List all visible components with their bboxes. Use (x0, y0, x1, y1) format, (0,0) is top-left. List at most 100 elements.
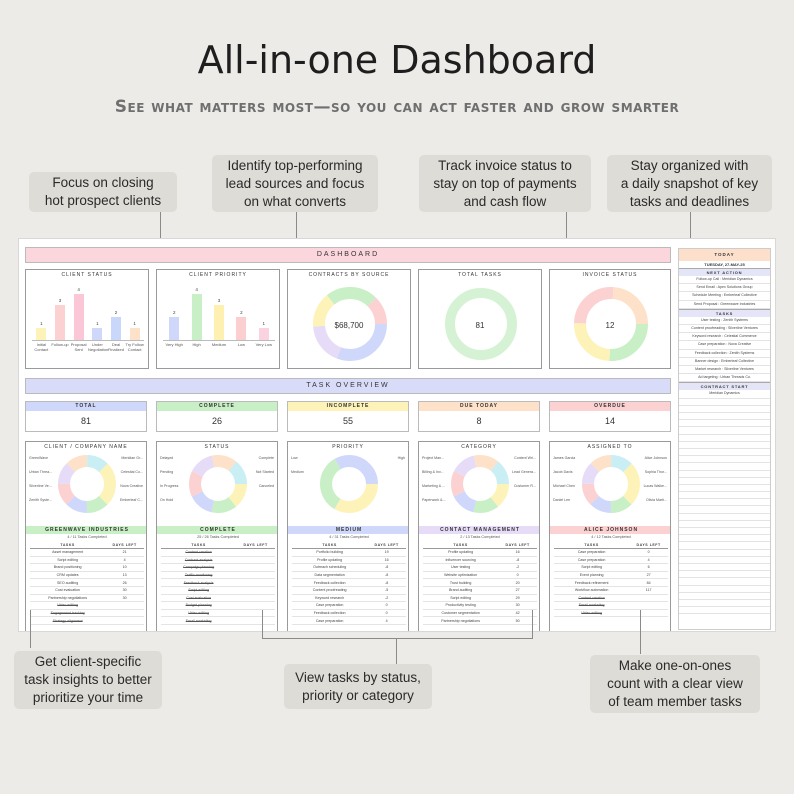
task-row[interactable]: Traffic monitoring (161, 572, 275, 580)
today-item[interactable]: Send Email : Apex Solutions Group (679, 284, 770, 293)
task-row[interactable]: Workflow automation 117 (554, 587, 668, 595)
client-status-title: CLIENT STATUS (61, 272, 113, 278)
task-name: Customer segmentation (441, 611, 480, 616)
task-row[interactable]: Productivity testing 30 (423, 602, 537, 610)
breakdown-selector[interactable]: GREENWAVE INDUSTRIES (26, 526, 146, 534)
days-left: 6 (647, 565, 650, 570)
bar-category-label: Medium (211, 342, 227, 347)
task-row[interactable]: Case preparation 0 (554, 549, 668, 557)
task-row[interactable]: Strategy alignment (30, 617, 144, 625)
task-row[interactable]: Email marketing (554, 602, 668, 610)
task-row[interactable]: Profile updating 16 (423, 549, 537, 557)
task-row[interactable]: Video editing (554, 610, 668, 618)
task-row[interactable]: Outreach scheduling -8 (292, 564, 406, 572)
task-row[interactable]: SEO auditing 26 (30, 579, 144, 587)
bar (129, 328, 140, 340)
today-item[interactable]: Content proofreading : Silverline Ventur… (679, 325, 770, 334)
empty-row (679, 600, 770, 608)
callout-lead-sources: Identify top-performing lead sources and… (212, 155, 378, 212)
donut-label: Silverline Ve... (29, 484, 52, 488)
breakdown-selector[interactable]: COMPLETE (157, 526, 277, 534)
today-item[interactable]: Market research : Silverline Ventures (679, 366, 770, 375)
next-action-header: NEXT ACTION (679, 268, 770, 276)
task-row[interactable]: Script editing 4 (30, 557, 144, 565)
days-left: 0 (647, 550, 650, 555)
task-row[interactable]: Asset management 21 (30, 549, 144, 557)
task-row[interactable]: Email marketing (161, 617, 275, 625)
days-left: 42 (515, 611, 520, 616)
empty-row (679, 506, 770, 514)
breakdown-selector[interactable]: CONTACT MANAGEMENT (419, 526, 539, 534)
task-row[interactable]: Influencer sourcing -8 (423, 557, 537, 565)
task-row[interactable]: Cost evaluation (161, 595, 275, 603)
today-item[interactable]: Ad targeting : Urban Threads Co. (679, 374, 770, 383)
task-row[interactable]: Website optimization 0 (423, 572, 537, 580)
donut-segment (451, 455, 509, 513)
task-row[interactable]: Trust building 20 (423, 579, 537, 587)
task-name: Brand positioning (53, 565, 82, 570)
today-item[interactable]: Banner design : Emberleaf Collective (679, 358, 770, 367)
breakdown-selector[interactable]: MEDIUM (288, 526, 408, 534)
task-row[interactable]: Feedback collection -8 (292, 579, 406, 587)
task-name: Cost evaluation (186, 595, 212, 600)
days-left: 0 (516, 573, 519, 578)
task-row[interactable]: Script editing 6 (554, 564, 668, 572)
task-row[interactable]: Script editing (161, 587, 275, 595)
today-item[interactable]: Keyword research : Celestial Commerce (679, 333, 770, 342)
task-row[interactable]: Feedback refinement 84 (554, 579, 668, 587)
task-row[interactable]: Customer segmentation 42 (423, 610, 537, 618)
today-item[interactable]: Follow-up Call : Meridian Dynamics (679, 276, 770, 285)
donut-label: Not Started (255, 470, 274, 474)
task-row[interactable]: Case preparation 4 (292, 617, 406, 625)
today-item[interactable]: Meridian Dynamics (679, 390, 770, 399)
task-row[interactable]: CRM updates 13 (30, 572, 144, 580)
task-row[interactable]: Contract analysis (161, 557, 275, 565)
task-name: Video editing (57, 603, 78, 608)
task-row[interactable]: Profile updating 16 (292, 557, 406, 565)
breakdown-selector[interactable]: ALICE JOHNSON (550, 526, 670, 534)
task-row[interactable]: Portfolio building 19 (292, 549, 406, 557)
task-row[interactable]: Engagement tracking (30, 610, 144, 618)
task-row[interactable]: Campaign planning (161, 564, 275, 572)
task-row[interactable]: Feedback collection 0 (292, 610, 406, 618)
today-item[interactable]: Send Proposal : Greenwave Industries (679, 301, 770, 309)
task-row[interactable]: Content proofreading -5 (292, 587, 406, 595)
today-item[interactable]: Feedback collection : Zenith Systems (679, 350, 770, 358)
task-row[interactable]: Cost evaluation 30 (30, 587, 144, 595)
task-name: Content creation (578, 595, 605, 600)
task-row[interactable]: Script editing 29 (423, 595, 537, 603)
task-row[interactable]: Event planning 27 (554, 572, 668, 580)
days-left: 26 (122, 580, 127, 585)
today-item[interactable]: User testing : Zenith Systems (679, 317, 770, 326)
task-row[interactable]: Video editing (30, 602, 144, 610)
total-tasks-donut (445, 288, 517, 360)
task-row[interactable]: Partnership negotiations 30 (30, 595, 144, 603)
task-row[interactable]: User testing -2 (423, 564, 537, 572)
task-row[interactable]: Case preparation 0 (292, 602, 406, 610)
task-row[interactable]: Content creation (554, 595, 668, 603)
task-row[interactable]: Brand auditing 27 (423, 587, 537, 595)
days-left: 4 (123, 557, 126, 562)
empty-row (679, 399, 770, 406)
task-row[interactable]: Content creation (161, 549, 275, 557)
task-row[interactable]: Keyword research -2 (292, 595, 406, 603)
days-left: 30 (515, 603, 520, 608)
today-panel: TODAY TUESDAY, 27-MAY-25 NEXT ACTION Fol… (678, 248, 771, 630)
kpi-label: COMPLETE (157, 402, 277, 411)
empty-row (679, 586, 770, 593)
task-row[interactable]: Case preparation 4 (554, 557, 668, 565)
today-item[interactable]: Schedule Meeting : Emberleaf Collective (679, 292, 770, 301)
task-row[interactable]: Data segmentation -8 (292, 572, 406, 580)
task-row[interactable]: Budget planning (161, 602, 275, 610)
task-name: Outreach scheduling (313, 565, 347, 570)
empty-row (679, 521, 770, 529)
task-row[interactable]: Partnership negotiations 50 (423, 617, 537, 625)
bar (36, 328, 47, 340)
task-name: Profile updating (317, 557, 343, 562)
task-row[interactable]: Feedback analysis (161, 579, 275, 587)
task-row[interactable]: Brand positioning 10 (30, 564, 144, 572)
task-list: TASKS DAYS LEFT Portfolio building 19 Profil… (292, 543, 406, 625)
today-item[interactable]: Case preparation : Nova Creative (679, 341, 770, 350)
task-row[interactable]: Video editing (161, 610, 275, 618)
breakdown-donut (451, 455, 509, 513)
